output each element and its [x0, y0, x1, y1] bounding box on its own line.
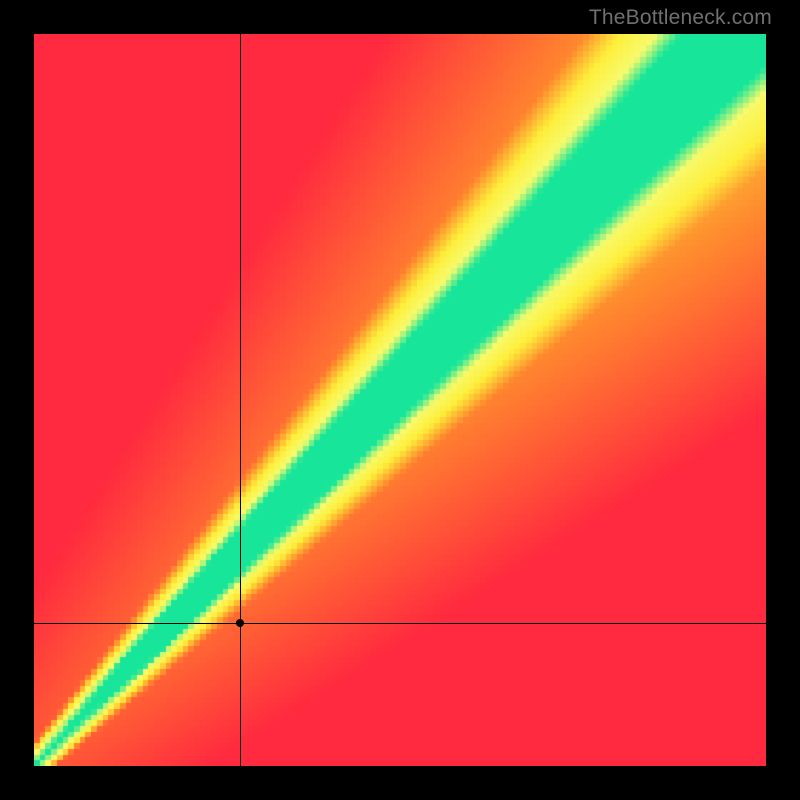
- crosshair-vertical: [240, 34, 241, 766]
- chart-frame: TheBottleneck.com: [0, 0, 800, 800]
- crosshair-horizontal: [34, 623, 766, 624]
- watermark-text: TheBottleneck.com: [589, 6, 772, 30]
- data-point-marker: [236, 619, 244, 627]
- heatmap-plot: [34, 34, 766, 766]
- heatmap-canvas: [34, 34, 766, 766]
